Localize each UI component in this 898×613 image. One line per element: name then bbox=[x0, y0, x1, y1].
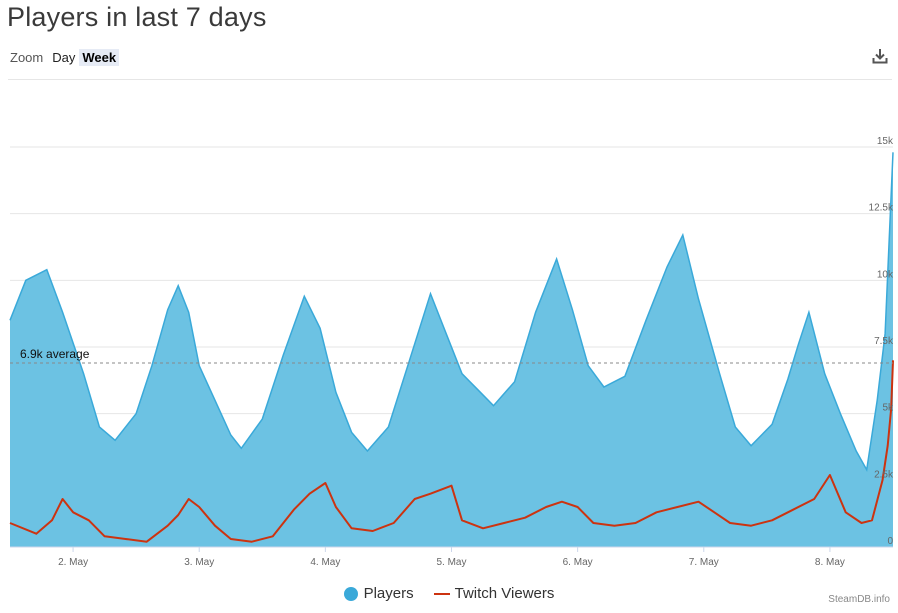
twitch-legend-marker bbox=[433, 592, 450, 595]
x-axis-ticks: 2. May 3. May 4. May 5. May 6. May 7. May 8. M… bbox=[10, 546, 893, 568]
x-tick-label: 4. May bbox=[310, 557, 340, 568]
x-tick-label: 6. May bbox=[563, 557, 593, 568]
zoom-label: Zoom bbox=[10, 50, 44, 65]
y-tick-label: 15k bbox=[877, 136, 894, 147]
twitch-legend-label: Twitch Viewers bbox=[454, 585, 555, 602]
series-layer bbox=[9, 152, 894, 548]
x-tick-label: 7. May bbox=[689, 557, 719, 568]
credit-link[interactable]: SteamDB.info bbox=[828, 594, 890, 605]
average-layer: 6.9k average bbox=[10, 347, 893, 364]
players-legend-label: Players bbox=[363, 585, 414, 602]
download-icon[interactable] bbox=[870, 46, 890, 66]
y-tick-label: 7.5k bbox=[874, 336, 894, 347]
players-area bbox=[10, 152, 893, 548]
y-tick-label: 5k bbox=[882, 403, 894, 414]
y-tick-label: 12.5k bbox=[869, 203, 894, 214]
legend-item-players[interactable]: Players bbox=[343, 585, 414, 602]
x-tick-label: 8. May bbox=[815, 557, 845, 568]
zoom-controls: Zoom Day Week bbox=[10, 49, 120, 66]
y-tick-label: 10k bbox=[877, 269, 894, 280]
x-tick-label: 3. May bbox=[184, 557, 214, 568]
y-axis-ticks: 0 2.5k 5k 7.5k 10k 12.5k 15k bbox=[869, 136, 894, 547]
average-label: 6.9k average bbox=[20, 347, 90, 361]
twitch-viewers-line bbox=[9, 360, 894, 543]
chart-title: Players in last 7 days bbox=[7, 2, 267, 32]
x-tick-label: 2. May bbox=[58, 557, 88, 568]
players-legend-marker bbox=[343, 586, 358, 601]
legend-item-twitch[interactable]: Twitch Viewers bbox=[433, 585, 555, 602]
zoom-day-button[interactable]: Day bbox=[49, 49, 78, 66]
players-line bbox=[9, 152, 894, 472]
header-divider bbox=[8, 79, 892, 80]
chart-legend: Players Twitch Viewers bbox=[0, 585, 898, 602]
players-chart: 6.9k average 0 2.5k 5k 7.5k 10k 12.5k 15k 2. M… bbox=[9, 136, 894, 568]
x-tick-label: 5. May bbox=[436, 557, 466, 568]
zoom-week-button[interactable]: Week bbox=[79, 49, 120, 66]
y-tick-label: 0 bbox=[887, 536, 893, 547]
y-tick-label: 2.5k bbox=[874, 469, 894, 480]
